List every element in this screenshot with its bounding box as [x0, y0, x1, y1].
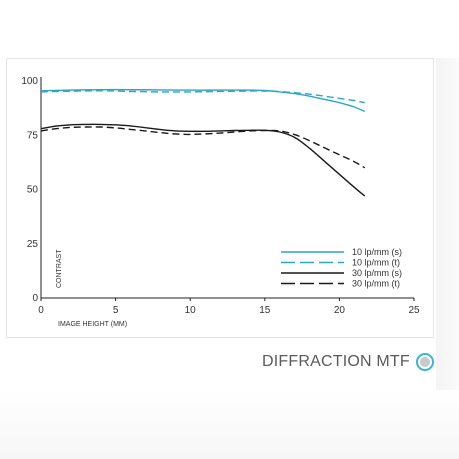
y-tick-label: 25: [27, 239, 39, 250]
x-tick-label: 10: [185, 305, 197, 316]
x-tick-label: 0: [38, 305, 44, 316]
y-tick-label: 50: [27, 185, 39, 196]
y-axis-label: CONTRAST: [56, 249, 63, 288]
circle-radio-icon[interactable]: [415, 353, 434, 371]
bottom-band: [0, 390, 459, 459]
y-tick-label: 0: [32, 293, 38, 304]
caption-title: DIFFRACTION MTF: [262, 353, 410, 370]
tick-labels: 0 25 50 75 100 0 5 10 15 20 25: [21, 76, 420, 316]
series-line-2: [40, 90, 365, 104]
legend-label-3: 30 lp/mm (s): [352, 268, 402, 278]
x-tick-label: 5: [113, 305, 119, 316]
y-tick-label: 75: [27, 130, 39, 141]
legend-label-1: 10 lp/mm (s): [352, 247, 402, 257]
x-tick-label: 15: [259, 305, 271, 316]
legend-label-2: 10 lp/mm (t): [352, 258, 400, 268]
legend-label-4: 30 lp/mm (t): [352, 279, 400, 289]
panel-shadow: [436, 58, 459, 448]
series-line-3: [40, 123, 366, 197]
series-lines: [40, 88, 366, 197]
x-tick-label: 25: [408, 305, 420, 316]
x-axis-label: IMAGE HEIGHT (MM): [58, 321, 127, 328]
series-line-4: [40, 126, 366, 169]
chart-panel: [6, 58, 434, 338]
legend: 10 lp/mm (s)10 lp/mm (t)30 lp/mm (s)30 l…: [281, 247, 402, 289]
caption-row: DIFFRACTION MTF: [262, 353, 434, 371]
y-tick-label: 100: [21, 76, 38, 87]
radio-dot: [419, 357, 430, 367]
x-tick-label: 20: [334, 305, 346, 316]
series-line-1: [40, 88, 366, 113]
chart-axes: [40, 77, 414, 299]
